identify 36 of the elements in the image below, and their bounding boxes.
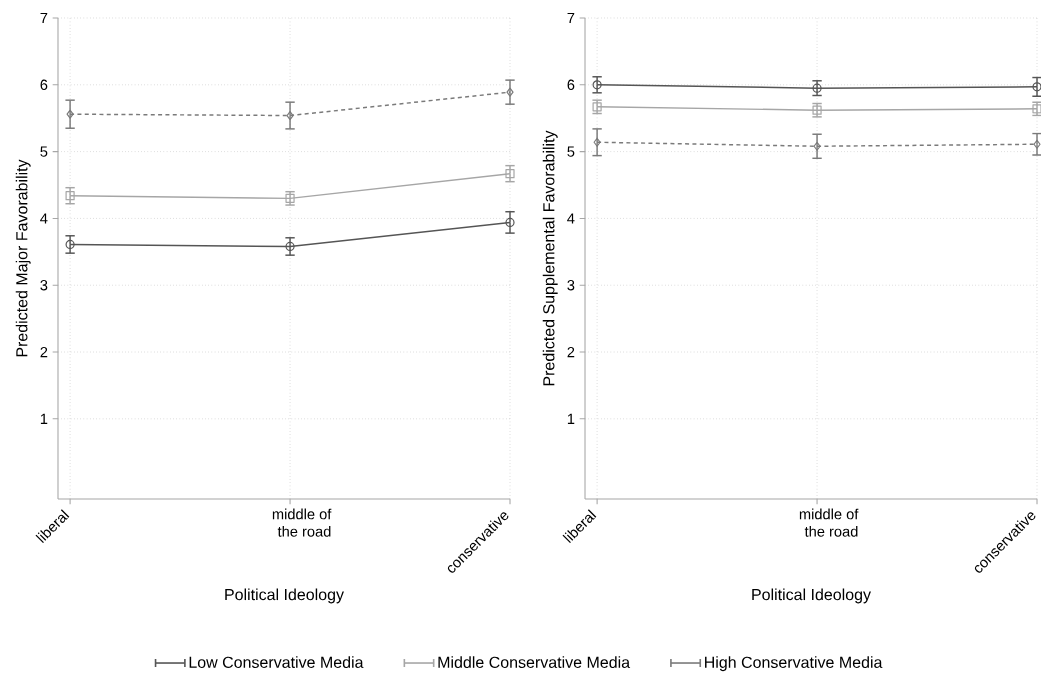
- y-tick-label: 1: [567, 413, 575, 424]
- point: [65, 191, 75, 201]
- y-tick-label: 4: [40, 213, 48, 224]
- point: [813, 141, 821, 151]
- point: [286, 110, 294, 121]
- y-tick-label: 1: [40, 413, 48, 424]
- point: [505, 169, 515, 179]
- point: [65, 239, 75, 250]
- y-tick-label: 6: [40, 79, 48, 90]
- y-tick-label: 7: [567, 12, 575, 24]
- point: [592, 80, 602, 90]
- y-tick-label: 2: [567, 346, 575, 358]
- y-tick-label: 3: [40, 280, 48, 291]
- point: [285, 241, 295, 252]
- point: [66, 109, 74, 119]
- point: [505, 217, 515, 228]
- legend-label: Middle Conservative Media: [438, 656, 631, 668]
- point: [593, 137, 601, 147]
- point: [1033, 139, 1041, 149]
- y-axis-title: Predicted Supplemental Favorability: [542, 130, 558, 386]
- y-tick-label: 4: [567, 213, 575, 224]
- y-tick-label: 2: [40, 346, 48, 358]
- x-tick-label: middle of the road: [272, 508, 332, 537]
- y-tick-label: 6: [567, 79, 575, 90]
- legend-label: High Conservative Media: [705, 656, 883, 672]
- x-axis-title: Political Ideology: [225, 588, 344, 604]
- point: [506, 87, 514, 97]
- y-tick-label: 5: [567, 146, 575, 157]
- x-tick-label: middle of the road: [799, 508, 859, 537]
- legend-label: Low Conservative Media: [189, 656, 364, 668]
- y-axis-title: Predicted Major Favorability: [15, 159, 31, 357]
- x-axis-title: Political Ideology: [752, 588, 871, 604]
- y-tick-label: 3: [567, 280, 575, 291]
- point: [812, 83, 822, 93]
- y-tick-label: 7: [40, 12, 48, 24]
- y-tick-label: 5: [40, 146, 48, 157]
